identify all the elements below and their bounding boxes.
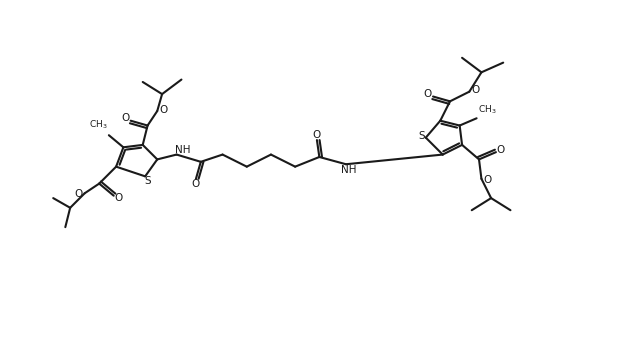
Text: S: S (144, 176, 151, 186)
Text: O: O (121, 113, 130, 123)
Text: NH: NH (341, 165, 356, 175)
Text: O: O (192, 179, 200, 189)
Text: CH$_3$: CH$_3$ (478, 103, 497, 116)
Text: O: O (75, 189, 83, 199)
Text: O: O (313, 130, 321, 140)
Text: O: O (114, 193, 123, 203)
Text: NH: NH (175, 145, 190, 155)
Text: O: O (159, 105, 167, 115)
Text: O: O (471, 85, 479, 95)
Text: S: S (418, 131, 425, 141)
Text: O: O (483, 175, 491, 185)
Text: O: O (497, 145, 505, 155)
Text: O: O (423, 89, 431, 99)
Text: CH$_3$: CH$_3$ (89, 119, 108, 131)
